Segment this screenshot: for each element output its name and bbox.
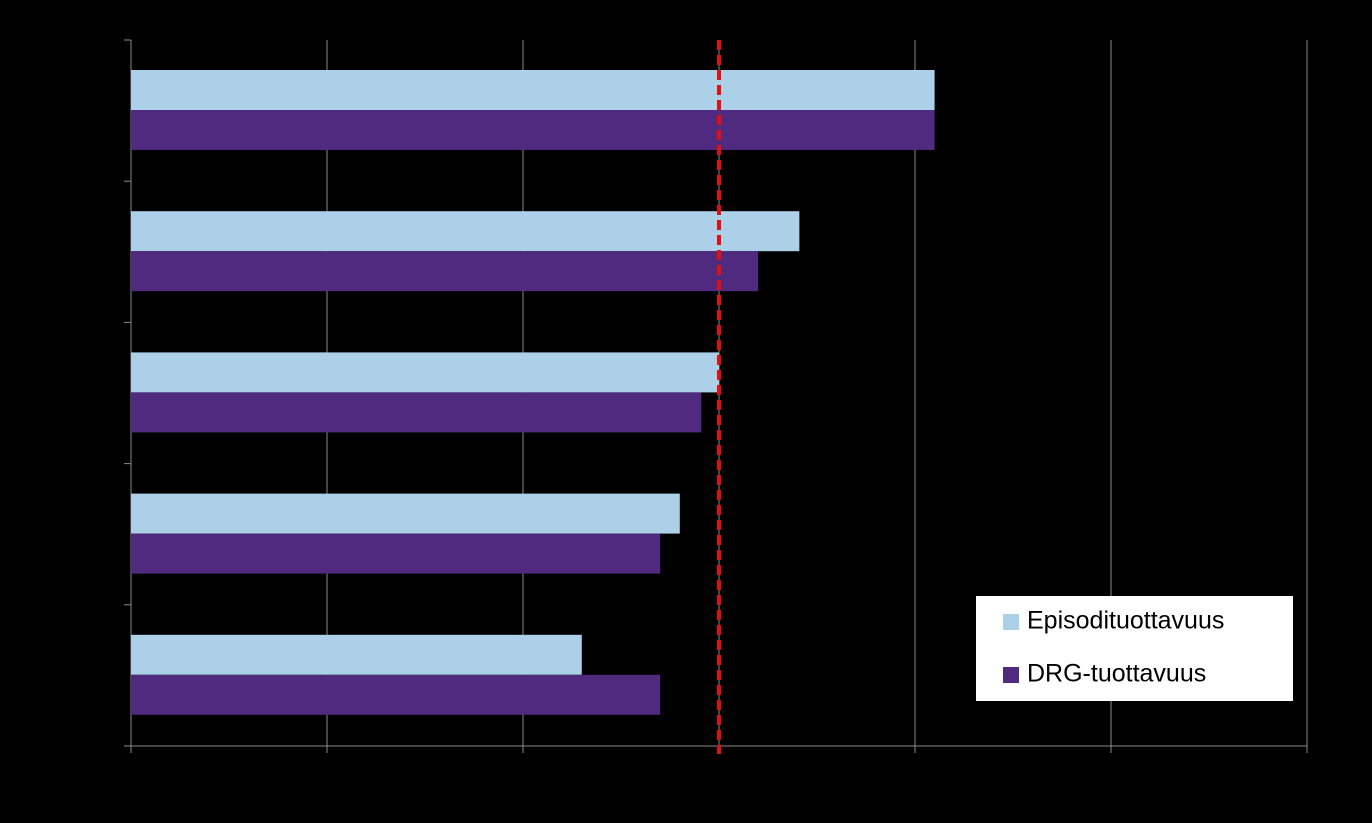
bar [131, 634, 582, 675]
bar [131, 70, 935, 110]
bar [131, 674, 661, 715]
x-tick-label: 80 [317, 759, 337, 779]
bar [131, 493, 680, 534]
bar [131, 251, 759, 292]
x-tick-label: 120 [1096, 759, 1126, 779]
x-tick-label: 110 [901, 759, 930, 779]
x-tick-label: 130 [1292, 759, 1322, 779]
bar [131, 533, 661, 574]
x-tick-label: 90 [513, 759, 533, 779]
legend-label: Episodituottavuus [1027, 607, 1224, 635]
bar [131, 352, 719, 393]
x-tick-label: 100 [704, 759, 734, 779]
bar [131, 392, 702, 433]
legend-label: DRG-tuottavuus [1027, 660, 1206, 688]
bar [131, 211, 800, 252]
legend-swatch [1003, 614, 1019, 630]
bar [131, 110, 935, 150]
legend-box [976, 596, 1293, 701]
legend-swatch [1003, 667, 1019, 683]
x-tick-label: 70 [121, 759, 141, 779]
